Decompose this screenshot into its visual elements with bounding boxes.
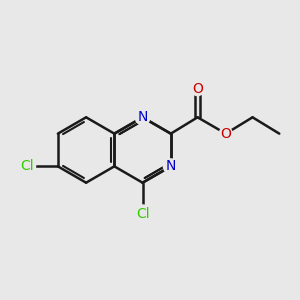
Circle shape bbox=[18, 158, 36, 175]
Text: Cl: Cl bbox=[20, 159, 34, 173]
Text: Cl: Cl bbox=[136, 207, 149, 221]
Circle shape bbox=[164, 159, 178, 174]
Circle shape bbox=[191, 82, 204, 96]
Circle shape bbox=[219, 127, 232, 140]
Circle shape bbox=[134, 205, 152, 223]
Text: O: O bbox=[220, 127, 231, 141]
Text: O: O bbox=[192, 82, 203, 96]
Text: N: N bbox=[137, 110, 148, 124]
Text: N: N bbox=[166, 159, 176, 173]
Circle shape bbox=[135, 110, 150, 125]
